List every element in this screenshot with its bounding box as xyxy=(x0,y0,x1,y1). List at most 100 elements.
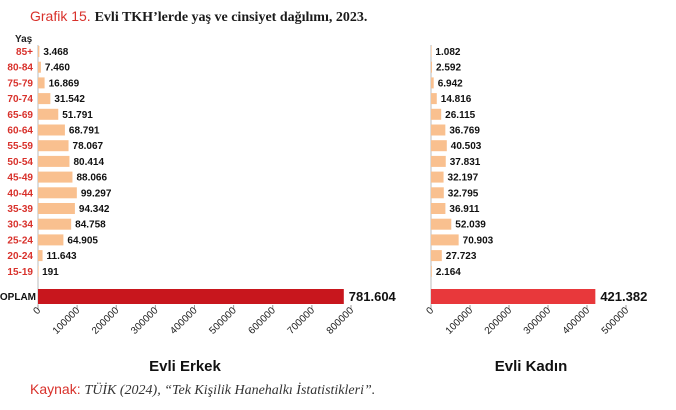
female-bar xyxy=(431,155,446,167)
female-bar xyxy=(431,61,433,73)
age-category-label: 20-24 xyxy=(7,251,33,262)
age-category-label: 75-79 xyxy=(7,78,33,89)
source-note: Kaynak: TÜİK (2024), “Tek Kişilik Haneha… xyxy=(30,381,375,399)
age-category-label: 60-64 xyxy=(7,126,33,137)
age-category-label: 40-44 xyxy=(7,188,33,199)
male-value-label: 11.643 xyxy=(47,251,77,262)
female-value-label: 36.911 xyxy=(449,204,479,215)
female-bar xyxy=(431,218,452,230)
male-x-tick-label: 400000 xyxy=(168,305,200,337)
male-bar xyxy=(38,265,39,277)
male-value-label: 84.758 xyxy=(75,220,106,231)
male-x-tick-label: 100000 xyxy=(51,305,83,337)
age-category-label: 45-49 xyxy=(7,173,33,184)
male-bar xyxy=(38,250,43,262)
age-category-label: 80-84 xyxy=(7,63,33,74)
male-bar xyxy=(38,187,77,199)
total-category-label: TOPLAM xyxy=(0,292,36,303)
male-x-tick-label: 600000 xyxy=(246,305,278,337)
female-x-tick-label: 500000 xyxy=(600,305,632,337)
female-total-bar xyxy=(431,289,596,304)
male-value-label: 3.468 xyxy=(43,47,68,58)
male-value-label: 94.342 xyxy=(79,204,110,215)
source-text: TÜİK (2024), “Tek Kişilik Hanehalkı İsta… xyxy=(84,383,376,398)
female-value-label: 6.942 xyxy=(438,78,463,89)
female-value-label: 32.197 xyxy=(448,173,479,184)
female-value-label: 14.816 xyxy=(441,94,472,105)
female-bar xyxy=(431,250,442,262)
male-x-tick-label: 0 xyxy=(31,305,43,317)
female-bar xyxy=(431,108,442,120)
female-bar xyxy=(431,171,444,183)
female-value-label: 26.115 xyxy=(445,110,475,121)
age-category-label: 85+ xyxy=(16,47,33,58)
figure-title-label: Grafik 15. xyxy=(30,8,91,24)
figure-title-text: Evli TKH’lerde yaş ve cinsiyet dağılımı,… xyxy=(94,10,368,25)
age-category-label: 50-54 xyxy=(7,157,33,168)
female-value-label: 2.592 xyxy=(436,63,461,74)
male-x-tick-label: 500000 xyxy=(207,305,239,337)
male-x-tick-label: 300000 xyxy=(129,305,161,337)
age-category-label: 65-69 xyxy=(7,110,33,121)
male-value-label: 88.066 xyxy=(76,173,107,184)
female-bar xyxy=(431,234,459,246)
age-category-label: 35-39 xyxy=(7,204,33,215)
female-total-value-label: 421.382 xyxy=(600,289,647,304)
age-category-label: 70-74 xyxy=(7,94,33,105)
male-value-label: 68.791 xyxy=(69,126,100,137)
male-value-label: 31.542 xyxy=(54,94,85,105)
male-value-label: 64.905 xyxy=(67,235,98,246)
male-bar xyxy=(38,218,72,230)
male-value-label: 99.297 xyxy=(81,188,112,199)
female-value-label: 27.723 xyxy=(446,251,477,262)
female-value-label: 40.503 xyxy=(451,141,482,152)
female-bar xyxy=(431,77,434,89)
female-value-label: 1.082 xyxy=(435,47,460,58)
male-value-label: 7.460 xyxy=(45,63,70,74)
female-x-tick-label: 0 xyxy=(424,305,436,317)
female-bar xyxy=(431,46,432,57)
male-bar xyxy=(38,155,70,167)
male-total-bar xyxy=(38,289,344,304)
female-bar xyxy=(431,203,446,214)
male-value-label: 191 xyxy=(42,267,59,278)
male-bar xyxy=(38,140,69,152)
male-total-value-label: 781.604 xyxy=(349,289,397,304)
female-value-label: 32.795 xyxy=(448,188,479,199)
female-bar xyxy=(431,265,432,277)
female-bar xyxy=(431,93,437,105)
female-bar xyxy=(431,124,446,136)
male-bar xyxy=(38,61,41,73)
female-value-label: 37.831 xyxy=(450,157,481,168)
female-x-tick-label: 100000 xyxy=(444,305,476,337)
male-value-label: 16.869 xyxy=(49,78,80,89)
female-x-tick-label: 400000 xyxy=(561,305,593,337)
age-category-label: 25-24 xyxy=(7,235,33,246)
female-panel-title: Evli Kadın xyxy=(495,358,568,375)
male-bar xyxy=(38,46,40,57)
male-bar xyxy=(38,124,65,136)
age-category-label: 15-19 xyxy=(7,267,33,278)
male-value-label: 80.414 xyxy=(73,157,104,168)
female-value-label: 2.164 xyxy=(436,267,461,278)
male-panel-title: Evli Erkek xyxy=(149,358,221,375)
male-bar xyxy=(38,108,59,120)
y-axis-title: Yaş xyxy=(15,34,33,45)
female-x-tick-label: 300000 xyxy=(522,305,554,337)
age-category-label: 30-34 xyxy=(7,220,33,231)
female-bar xyxy=(431,187,444,199)
source-label: Kaynak: xyxy=(30,381,81,397)
female-value-label: 52.039 xyxy=(455,220,486,231)
male-bar xyxy=(38,234,64,246)
male-x-tick-label: 800000 xyxy=(325,305,357,337)
male-bar xyxy=(38,77,45,89)
male-bar xyxy=(38,203,75,214)
male-value-label: 78.067 xyxy=(73,141,104,152)
female-value-label: 36.769 xyxy=(449,126,480,137)
male-x-tick-label: 700000 xyxy=(286,305,318,337)
female-x-tick-label: 200000 xyxy=(483,305,515,337)
age-category-label: 55-59 xyxy=(7,141,33,152)
female-value-label: 70.903 xyxy=(463,235,494,246)
figure-title: Grafik 15. Evli TKH’lerde yaş ve cinsiye… xyxy=(30,8,367,26)
